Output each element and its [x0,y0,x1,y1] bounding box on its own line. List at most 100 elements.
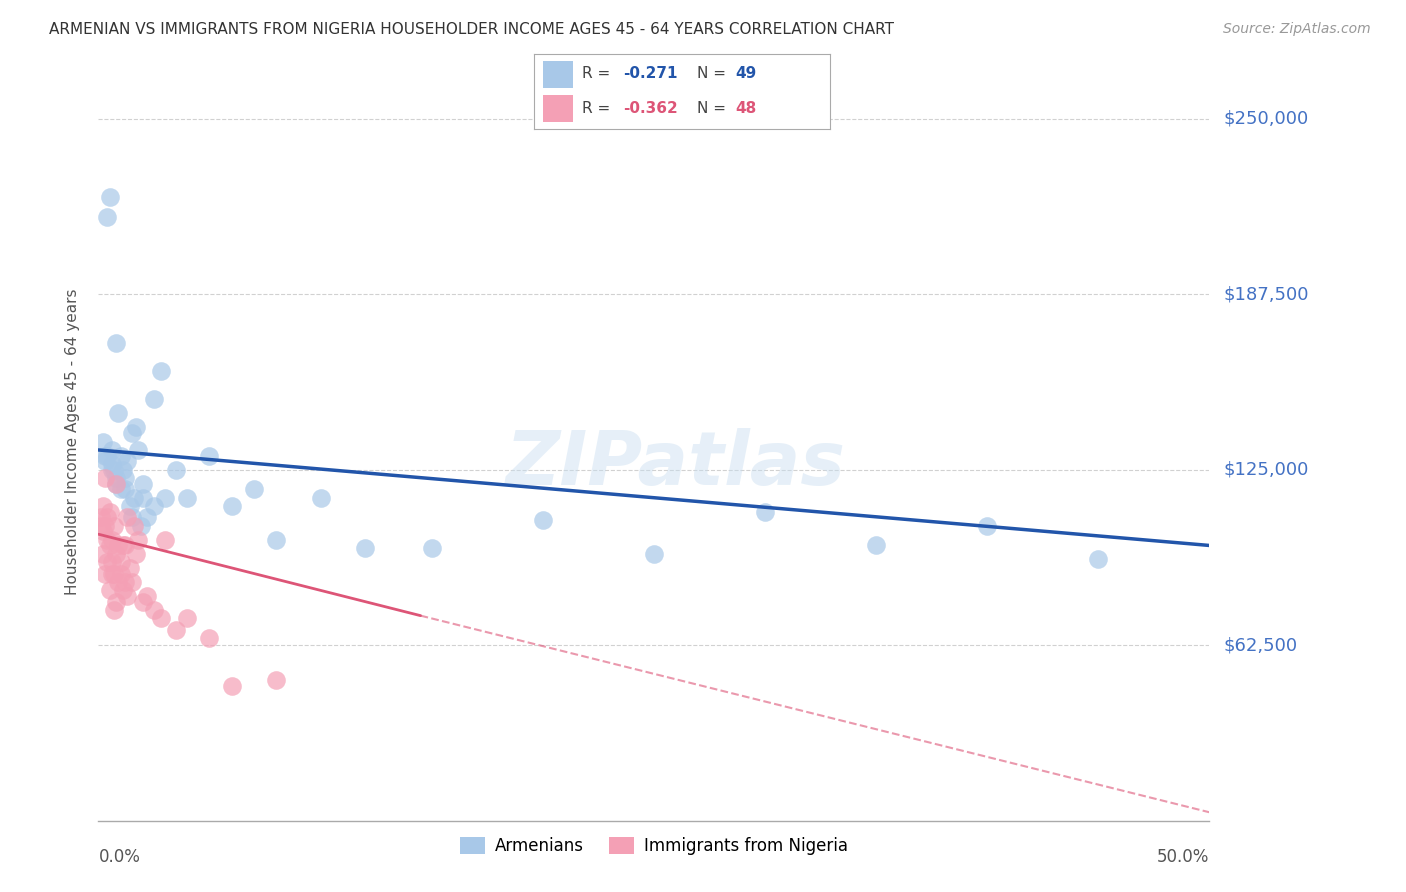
Point [121,426,143,441]
Point [100,566,122,581]
Text: N =: N = [697,102,731,116]
Point [105,476,128,491]
Text: $125,000: $125,000 [1223,460,1309,479]
Point [643,547,665,561]
Point [127,533,149,547]
Point [105,476,128,491]
Point [110,449,132,463]
Point [143,392,166,407]
Point [91,434,114,449]
Point [149,611,172,625]
Point [107,574,129,589]
Point [94,566,117,581]
Point [117,454,139,468]
Text: 48: 48 [735,102,756,116]
Point [114,574,136,589]
Point [165,623,187,637]
Point [420,541,443,556]
Point [143,603,166,617]
Point [90,510,112,524]
Point [110,566,132,581]
Point [103,518,125,533]
Point [105,471,128,485]
Text: -0.271: -0.271 [623,67,678,81]
Point [91,524,114,539]
Point [354,541,377,556]
Point [129,518,152,533]
Point [111,462,134,476]
Point [98,190,121,204]
Y-axis label: Householder Income Ages 45 - 64 years: Householder Income Ages 45 - 64 years [65,288,80,595]
Point [111,538,134,552]
Point [110,555,132,569]
Point [754,505,776,519]
Point [136,510,159,524]
Point [122,491,145,505]
Point [243,483,266,497]
Point [96,210,118,224]
Point [149,364,172,378]
Point [531,513,554,527]
Point [96,449,118,463]
Point [103,566,125,581]
Point [117,510,139,524]
Bar [543,95,572,122]
Point [221,679,243,693]
Text: $187,500: $187,500 [1223,285,1309,303]
Point [98,583,121,598]
Text: $62,500: $62,500 [1223,636,1298,654]
Point [94,471,117,485]
Point [98,538,121,552]
Point [1087,552,1109,566]
Point [127,442,149,457]
Point [114,538,136,552]
Point [91,499,114,513]
Point [100,442,122,457]
Point [105,594,128,608]
Point [96,510,118,524]
Point [132,594,155,608]
Legend: Armenians, Immigrants from Nigeria: Armenians, Immigrants from Nigeria [453,830,855,862]
Text: 50.0%: 50.0% [1157,848,1209,866]
Point [105,547,128,561]
Point [96,533,118,547]
Point [100,462,122,476]
Point [221,499,243,513]
Point [94,449,117,463]
Point [264,673,287,688]
Text: ZIPatlas: ZIPatlas [506,428,846,500]
Point [125,420,148,434]
Point [136,589,159,603]
Point [153,491,176,505]
Text: Source: ZipAtlas.com: Source: ZipAtlas.com [1223,22,1371,37]
Point [122,518,145,533]
Point [143,499,166,513]
Point [865,538,887,552]
Point [111,583,134,598]
Point [94,518,117,533]
Point [176,611,198,625]
Text: N =: N = [697,67,731,81]
Point [976,518,998,533]
Point [107,538,129,552]
Point [105,336,128,351]
Point [132,491,155,505]
Point [98,505,121,519]
Point [118,499,141,513]
Point [90,518,112,533]
Point [94,454,117,468]
Point [100,457,122,471]
Point [96,555,118,569]
Text: ARMENIAN VS IMMIGRANTS FROM NIGERIA HOUSEHOLDER INCOME AGES 45 - 64 YEARS CORREL: ARMENIAN VS IMMIGRANTS FROM NIGERIA HOUS… [49,22,894,37]
Point [107,407,129,421]
Point [117,589,139,603]
Point [91,547,114,561]
Text: 49: 49 [735,67,756,81]
Point [264,533,287,547]
Text: $250,000: $250,000 [1223,110,1309,128]
Point [100,533,122,547]
Point [121,510,143,524]
Text: R =: R = [582,67,614,81]
Point [103,603,125,617]
Point [132,476,155,491]
